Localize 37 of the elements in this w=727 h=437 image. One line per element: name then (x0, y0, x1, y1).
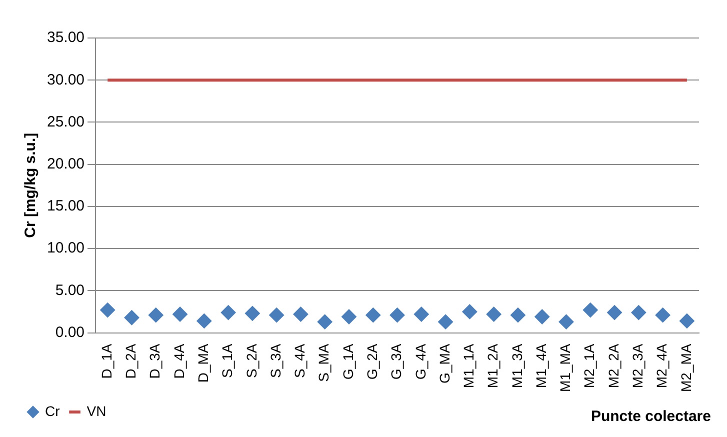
x-tick-label: M1_4A (532, 343, 549, 388)
y-tick-label: 25.00 (46, 113, 85, 130)
x-tick-label: S_1A (219, 343, 236, 378)
x-tick-label: M2_1A (581, 343, 598, 388)
x-tick-label: M1_MA (557, 343, 574, 392)
x-tick-label: D_1A (98, 343, 114, 379)
x-tick-label: D_3A (146, 343, 163, 379)
x-tick-label: S_4A (292, 343, 308, 378)
x-axis-title: Puncte colectare (590, 408, 711, 425)
legend-label: Cr (45, 402, 60, 419)
x-tick-label: S_2A (243, 343, 260, 378)
x-tick-label: G_2A (364, 343, 380, 380)
x-tick-label: G_MA (436, 343, 452, 384)
x-tick-label: M2_3A (630, 343, 646, 388)
x-tick-label: S_3A (267, 343, 284, 378)
y-tick-label: 35.00 (46, 29, 85, 46)
x-tick-label: M1_3A (508, 343, 525, 388)
y-tick-label: 20.00 (46, 155, 85, 172)
x-tick-label: S_MA (316, 343, 332, 382)
x-tick-label: G_4A (412, 343, 428, 380)
x-tick-label: M1_1A (460, 343, 477, 388)
x-tick-label: G_1A (340, 343, 356, 380)
x-tick-label: M2_4A (654, 343, 670, 388)
y-tick-label: 15.00 (46, 198, 85, 215)
x-tick-label: D_4A (170, 343, 187, 379)
x-tick-label: M1_2A (484, 343, 501, 388)
y-tick-label: 30.00 (46, 71, 85, 88)
x-tick-label: D_MA (195, 343, 212, 383)
y-tick-label: 0.00 (55, 324, 85, 341)
x-tick-label: M2_MA (678, 343, 694, 392)
legend-label: VN (86, 402, 106, 419)
x-tick-label: D_2A (122, 343, 139, 379)
y-tick-label: 5.00 (55, 282, 85, 299)
x-tick-label: M2_2A (605, 343, 622, 388)
x-tick-label: G_3A (388, 343, 404, 380)
y-axis-title: Cr [mg/kg s.u.] (22, 132, 40, 238)
y-tick-label: 10.00 (46, 240, 85, 257)
